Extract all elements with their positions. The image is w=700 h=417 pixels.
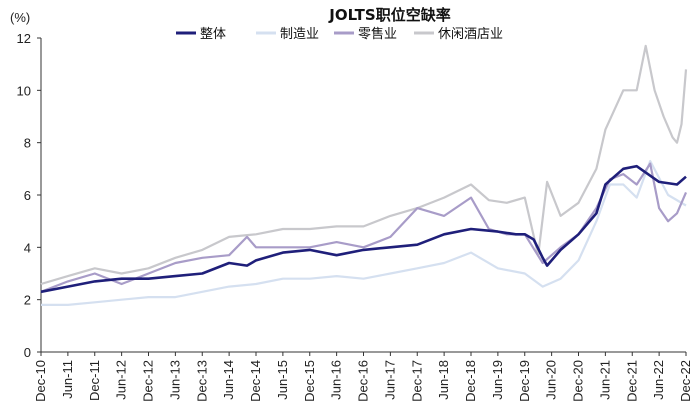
x-tick-label: Dec-21: [624, 360, 639, 402]
y-tick-label: 10: [17, 83, 31, 98]
x-tick-label: Jun-13: [167, 360, 182, 400]
series-line: [41, 159, 687, 306]
x-tick-label: Jun-15: [275, 360, 290, 400]
x-tick-label: Jun-14: [221, 360, 236, 400]
series-line: [40, 44, 688, 286]
x-tick-label: Dec-20: [571, 360, 586, 402]
y-tick-label: 0: [24, 345, 31, 360]
x-tick-label: Jun-21: [597, 360, 612, 400]
x-tick-label: Jun-19: [490, 360, 505, 400]
x-tick-label: Jun-11: [60, 360, 75, 399]
chart-title: JOLTS职位空缺率: [328, 6, 450, 24]
x-tick-label: Dec-17: [409, 360, 424, 402]
y-tick-label: 8: [24, 136, 31, 151]
series-line: [40, 164, 687, 294]
legend-label: 休闲酒店业: [438, 27, 503, 42]
x-tick-label: Jun-18: [436, 360, 451, 400]
legend-label: 零售业: [358, 26, 397, 42]
x-tick-label: Dec-11: [87, 360, 102, 401]
legend-item: 整体: [176, 27, 226, 42]
y-tick-label: 4: [24, 240, 31, 255]
x-tick-label: Dec-15: [302, 360, 317, 402]
x-tick-label: Jun-17: [382, 360, 397, 400]
x-tick-label: Dec-13: [194, 360, 209, 402]
legend-item: 制造业: [256, 27, 319, 42]
x-tick-label: Dec-22: [678, 360, 693, 402]
x-tick-label: Dec-12: [141, 360, 156, 402]
x-tick-label: Dec-19: [517, 360, 532, 402]
legend-label: 整体: [200, 27, 226, 42]
series-layer: [40, 44, 688, 306]
legend-label: 制造业: [280, 27, 319, 42]
y-tick-label: 2: [24, 293, 31, 308]
legend-item: 零售业: [334, 26, 397, 42]
x-tick-label: Jun-20: [544, 360, 559, 400]
x-tick-label: Jun-16: [329, 360, 344, 400]
x-tick-label: Jun-12: [114, 360, 129, 400]
y-tick-label: 6: [24, 188, 31, 203]
legend: 整体 制造业 零售业 休闲酒店业: [176, 26, 503, 42]
x-tick-label: Dec-16: [356, 360, 371, 402]
x-tick-label: Dec-10: [33, 360, 48, 402]
axes: 0 2 4 6 8 10 12 Dec-10 Jun-11 Dec-11 Jun-12 Dec-12 J…: [17, 31, 693, 402]
x-tick-label: Jun-22: [651, 360, 666, 400]
y-tick-label: 12: [17, 31, 31, 46]
x-tick-label: Dec-18: [463, 360, 478, 402]
series-line: [40, 162, 688, 293]
y-axis-unit-label: (%): [10, 10, 30, 25]
legend-item: 休闲酒店业: [414, 27, 503, 42]
x-tick-label: Dec-14: [248, 360, 263, 402]
